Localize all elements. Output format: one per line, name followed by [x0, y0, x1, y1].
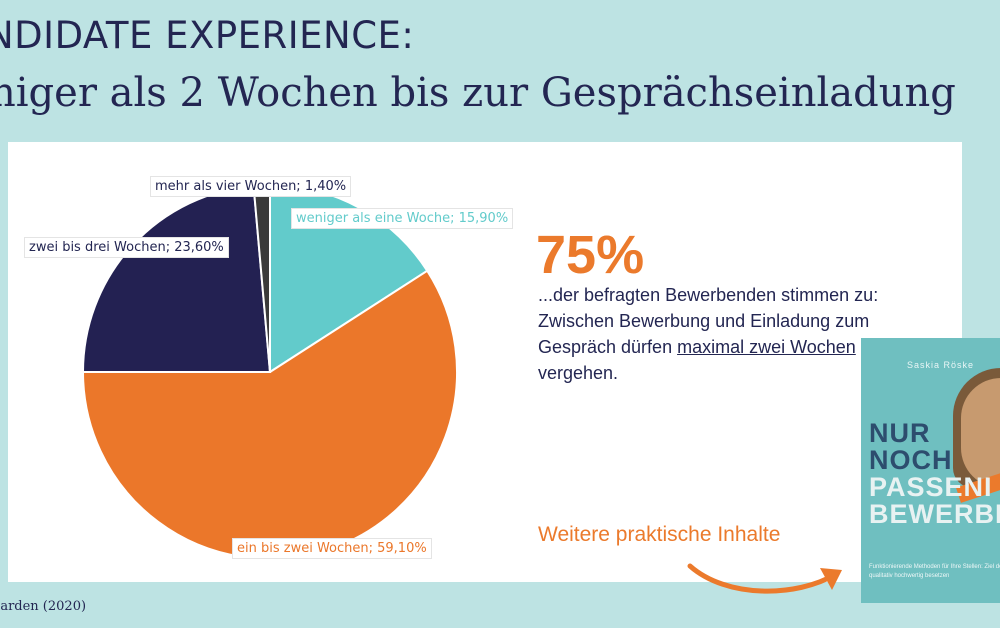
- book-title-line: NOCH: [869, 445, 953, 475]
- pie-slice-two-to-three-weeks: [81, 184, 272, 373]
- book-subtitle: Funktionierende Methoden für Ihre Stelle…: [869, 564, 1000, 579]
- pie-label-more-than-four-weeks: mehr als vier Wochen; 1,40%: [150, 176, 352, 197]
- curved-arrow-icon: [687, 563, 842, 594]
- stat-value: 75%: [536, 225, 645, 285]
- book-title-line: PASSENI: [869, 472, 993, 502]
- source-citation: garden (2020): [0, 599, 87, 614]
- book-cover-image[interactable]: Saskia Röske NUR NOCH PASSENI BEWERBI Fu…: [861, 338, 1000, 603]
- pie-label-less-than-one-week: weniger als eine Woche; 15,90%: [291, 208, 514, 229]
- chart-card: weniger als eine Woche; 15,90% ein bis z…: [8, 142, 962, 582]
- more-content-link[interactable]: Weitere praktische Inhalte: [538, 523, 781, 546]
- pie-chart: [81, 183, 458, 560]
- slide-title-line1: NDIDATE EXPERIENCE:: [0, 14, 415, 57]
- slide-title-line2: niger als 2 Wochen bis zur Gesprächseinl…: [0, 70, 956, 116]
- book-title: NUR NOCH PASSENI BEWERBI: [869, 420, 1000, 528]
- stat-text-after: vergehen.: [538, 363, 619, 383]
- stat-text-underlined: maximal zwei Wochen: [677, 337, 856, 357]
- pie-label-two-to-three-weeks: zwei bis drei Wochen; 23,60%: [24, 237, 229, 258]
- book-title-line: NUR: [869, 418, 931, 448]
- stat-text-before: ...der befragten Bewerbenden stimmen zu:…: [538, 285, 879, 357]
- book-title-line: BEWERBI: [869, 499, 1000, 529]
- author-face: [961, 378, 1000, 488]
- book-author: Saskia Röske: [907, 360, 975, 370]
- pie-label-one-to-two-weeks: ein bis zwei Wochen; 59,10%: [232, 538, 432, 559]
- stat-description: ...der befragten Bewerbenden stimmen zu:…: [538, 282, 908, 386]
